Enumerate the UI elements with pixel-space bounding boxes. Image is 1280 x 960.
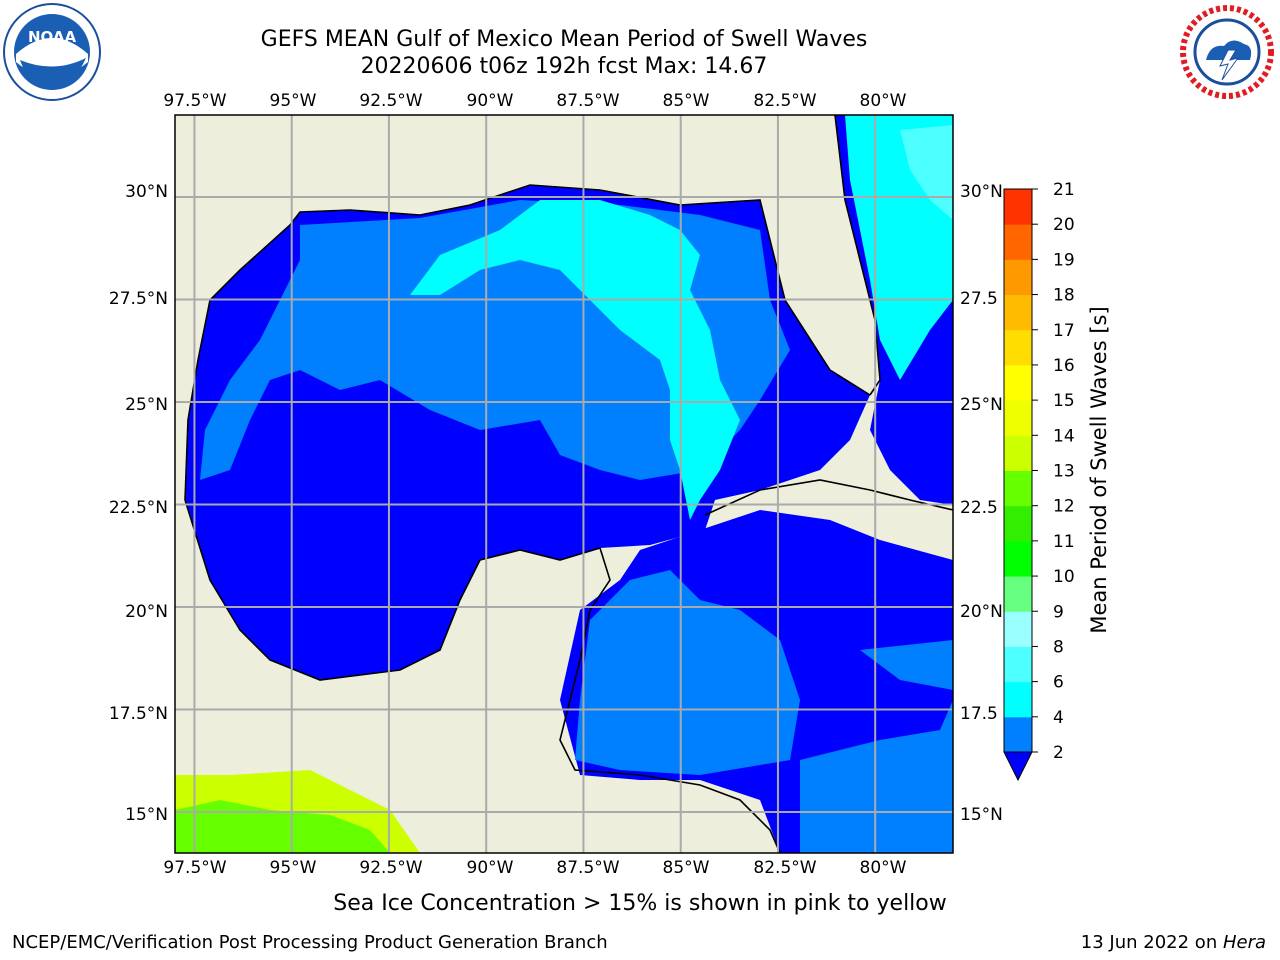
lat-tick-left: 15°N: [125, 805, 168, 825]
footer-date-text: 13 Jun 2022 on: [1080, 932, 1223, 953]
lon-tick-bottom: 80°W: [860, 858, 907, 878]
caribbean-2-4s-region-east: [800, 700, 953, 853]
footer-branch: NCEP/EMC/Verification Post Processing Pr…: [12, 932, 608, 953]
colorbar-tick-label: 18: [1053, 286, 1075, 306]
colorbar-tick-label: 2: [1053, 743, 1064, 763]
colorbar-tick-label: 4: [1053, 708, 1064, 728]
lon-tick-bottom: 90°W: [467, 858, 514, 878]
chart-title: GEFS MEAN Gulf of Mexico Mean Period of …: [260, 27, 868, 52]
colorbar-tick-label: 16: [1053, 356, 1075, 376]
colorbar-tick-label: 19: [1053, 250, 1075, 270]
colorbar-tick-label: 10: [1053, 567, 1075, 587]
colorbar-swatch: [1004, 364, 1032, 401]
colorbar-tick-label: 11: [1053, 532, 1075, 552]
colorbar-swatch: [1004, 646, 1032, 683]
colorbar-swatch: [1004, 540, 1032, 577]
lon-tick-top: 87.5°W: [556, 91, 619, 111]
caribbean-2-4s-region: [575, 570, 800, 775]
lon-tick-bottom: 87.5°W: [556, 858, 619, 878]
lat-tick-right: 22.5: [960, 498, 998, 518]
coastlines: [184, 115, 953, 853]
footer-machine: Hera: [1222, 932, 1266, 953]
lat-tick-left: 22.5°N: [109, 498, 168, 518]
colorbar-tick-label: 17: [1053, 321, 1075, 341]
map-frame: [174, 114, 954, 854]
noaa-logo-icon: NOAA: [3, 3, 101, 101]
colorbar-swatch: [1004, 611, 1032, 647]
pacific-11-12s-region: [175, 800, 390, 853]
lat-tick-right: 20°N: [960, 602, 1003, 622]
footer-date: 13 Jun 2022 on Hera: [1081, 932, 1266, 953]
lat-tick-left: 20°N: [125, 602, 168, 622]
lon-tick-top: 80°W: [860, 91, 907, 111]
lon-tick-bottom: 95°W: [270, 858, 317, 878]
colorbar-swatch: [1004, 189, 1032, 225]
colorbar-tick-label: 8: [1053, 637, 1064, 657]
colorbar: 2 4 6 8 9 10 11 12 13 14 15 16 17 18 19 20 21 Mean Perio…: [1003, 180, 1111, 782]
lon-tick-bottom: 92.5°W: [359, 858, 422, 878]
nws-logo-icon: [1180, 5, 1274, 99]
gulf-4-6s-region: [410, 200, 740, 520]
colorbar-tick-label: 15: [1053, 391, 1075, 411]
colorbar-label: Mean Period of Swell Waves [s]: [1087, 306, 1111, 633]
lon-tick-bottom: 82.5°W: [753, 858, 816, 878]
lat-tick-right: 27.5: [960, 289, 998, 309]
lat-tick-right: 17.5: [960, 704, 998, 724]
colorbar-swatch: [1004, 576, 1032, 612]
colorbar-swatch: [1004, 329, 1032, 366]
colorbar-swatch: [1004, 505, 1032, 542]
lon-tick-top: 92.5°W: [359, 91, 422, 111]
colorbar-tick-label: 13: [1053, 462, 1075, 482]
colorbar-swatch: [1004, 716, 1032, 753]
colorbar-swatch: [1004, 294, 1032, 331]
colorbar-swatch: [1004, 400, 1032, 436]
colorbar-tick-label: 6: [1053, 673, 1064, 693]
caribbean-2-4s-region-se: [860, 640, 953, 690]
chart-subtitle: 20220606 t06z 192h fcst Max: 14.67: [360, 54, 768, 79]
colorbar-swatch: [1004, 681, 1032, 718]
colorbar-swatch: [1004, 470, 1032, 507]
lat-tick-left: 17.5°N: [109, 704, 168, 724]
map-area: [175, 115, 953, 853]
colorbar-tick-label: 14: [1053, 426, 1075, 446]
colorbar-tick-label: 21: [1053, 180, 1075, 200]
colorbar-tick-label: 9: [1053, 602, 1064, 622]
colorbar-swatch: [1004, 435, 1032, 471]
colorbar-under-arrow: [1003, 751, 1033, 782]
lon-tick-bottom: 97.5°W: [163, 858, 226, 878]
lat-tick-left: 27.5°N: [109, 289, 168, 309]
lon-tick-top: 95°W: [270, 91, 317, 111]
noaa-logo-text: NOAA: [28, 28, 77, 46]
lon-tick-top: 97.5°W: [163, 91, 226, 111]
lat-tick-right: 30°N: [960, 182, 1003, 202]
colorbar-swatches: [1004, 189, 1032, 753]
lon-tick-bottom: 85°W: [663, 858, 710, 878]
lon-tick-top: 90°W: [467, 91, 514, 111]
lat-tick-right: 15°N: [960, 805, 1003, 825]
axis-ticks: 97.5°W 95°W 92.5°W 90°W 87.5°W 85°W 82.5…: [109, 91, 1003, 878]
colorbar-swatch: [1004, 259, 1032, 296]
colorbar-swatch: [1004, 224, 1032, 260]
lat-tick-right: 25°N: [960, 395, 1003, 415]
lat-tick-left: 30°N: [125, 182, 168, 202]
colorbar-tick-label: 20: [1053, 215, 1075, 235]
colorbar-tick-label: 12: [1053, 497, 1075, 517]
lat-tick-left: 25°N: [125, 395, 168, 415]
sea-ice-note: Sea Ice Concentration > 15% is shown in …: [333, 891, 947, 916]
graticule: [175, 115, 953, 853]
colorbar-ticks: 2 4 6 8 9 10 11 12 13 14 15 16 17 18 19 20 21: [1032, 180, 1075, 763]
lon-tick-top: 82.5°W: [753, 91, 816, 111]
lon-tick-top: 85°W: [663, 91, 710, 111]
